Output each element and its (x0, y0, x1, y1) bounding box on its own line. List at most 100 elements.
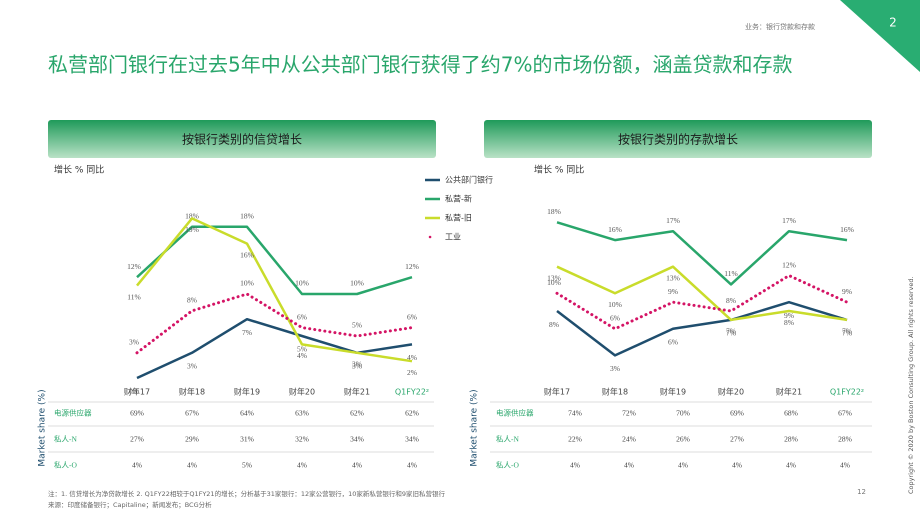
series-line (556, 300, 848, 357)
data-label: 4% (297, 351, 307, 360)
y-axis-label: 增长 % 同比 (54, 164, 104, 176)
table-cell: 4% (407, 461, 417, 470)
table-cell: 22% (568, 435, 582, 444)
table-row-label: 私人-N (54, 435, 77, 444)
x-tick-label: 财年19 (660, 387, 686, 397)
data-label: 7% (842, 327, 852, 336)
table-row-label: 私人-O (496, 461, 519, 470)
x-tick-label: 财年18 (179, 387, 205, 397)
legend-label: 公共部门银行 (445, 175, 493, 185)
table-cell: 4% (570, 461, 580, 470)
table-cell: 62% (405, 409, 419, 418)
data-label: 6% (668, 337, 678, 346)
series-line (136, 225, 413, 296)
table-cell: 24% (622, 435, 636, 444)
table-cell: 26% (676, 435, 690, 444)
table-cell: 27% (130, 435, 144, 444)
data-label: 10% (350, 279, 364, 288)
data-label: 8% (784, 318, 794, 327)
data-label: 7% (842, 329, 852, 338)
table-row-label: 私人-N (496, 435, 519, 444)
footnote: 来源：印度储备银行；Capitaline；新闻发布；BCG分析 (48, 500, 212, 509)
table-cell: 32% (295, 435, 309, 444)
table-cell: 34% (405, 435, 419, 444)
x-tick-label: 财年19 (234, 387, 260, 397)
series-line (136, 217, 413, 363)
table-row-label: 电源供应器 (54, 408, 92, 418)
data-label: 9% (842, 287, 852, 296)
table-cell: 4% (786, 461, 796, 470)
data-label: 10% (608, 300, 622, 309)
data-label: 5% (352, 321, 362, 330)
x-tick-label: 财年20 (289, 387, 315, 397)
slide-title: 私营部门银行在过去5年中从公共部门银行获得了约7%的市场份额，涵盖贷款和存款 (48, 53, 792, 77)
x-tick-label: 财年17 (544, 387, 570, 397)
data-label: 18% (240, 212, 254, 221)
data-label: 18% (185, 212, 199, 221)
legend-label: 工业 (445, 232, 461, 242)
data-label: 3% (187, 362, 197, 371)
copyright: Copyright © 2020 by Boston Consulting Gr… (907, 276, 915, 494)
data-label: 0% (129, 387, 139, 396)
data-label: 17% (666, 216, 680, 225)
data-label: 12% (127, 262, 141, 271)
series-line (555, 274, 849, 331)
data-label: 16% (240, 250, 254, 259)
table-row-label: 私人-O (54, 461, 77, 470)
table-cell: 27% (730, 435, 744, 444)
table-cell: 5% (242, 461, 252, 470)
data-label: 3% (352, 360, 362, 369)
data-label: 9% (668, 287, 678, 296)
data-label: 3% (129, 338, 139, 347)
series-line (136, 317, 413, 380)
x-tick-label: Q1FY22² (830, 388, 864, 397)
table-cell: 63% (295, 409, 309, 418)
table-side-label: Market share (%) (38, 389, 48, 466)
data-label: 17% (782, 216, 796, 225)
table-cell: 4% (297, 461, 307, 470)
data-label: 9% (784, 311, 794, 320)
panel-header (48, 120, 436, 158)
legend-label: 私营-旧 (445, 213, 472, 223)
panel-header (484, 120, 872, 158)
data-label: 4% (407, 353, 417, 362)
x-tick-label: 财年21 (776, 387, 802, 397)
chart-title: 按银行类别的信贷增长 (182, 132, 302, 147)
data-label: 13% (547, 273, 561, 282)
data-label: 12% (782, 260, 796, 269)
data-label: 12% (405, 262, 419, 271)
data-label: 13% (666, 273, 680, 282)
table-cell: 68% (784, 409, 798, 418)
data-label: 10% (240, 279, 254, 288)
table-cell: 4% (732, 461, 742, 470)
table-cell: 4% (678, 461, 688, 470)
table-cell: 4% (187, 461, 197, 470)
data-label: 7% (242, 328, 252, 337)
table-cell: 67% (185, 409, 199, 418)
table-cell: 29% (185, 435, 199, 444)
table-cell: 28% (784, 435, 798, 444)
data-label: 3% (610, 364, 620, 373)
data-label: 6% (407, 312, 417, 321)
table-cell: 74% (568, 409, 582, 418)
table-cell: 72% (622, 409, 636, 418)
table-side-label: Market share (%) (470, 389, 480, 466)
data-label: 6% (610, 313, 620, 322)
x-tick-label: 财年17 (124, 387, 150, 397)
data-label: 8% (726, 296, 736, 305)
data-label: 16% (840, 225, 854, 234)
corner-badge (840, 0, 920, 72)
section-label: 业务：银行贷款和存款 (745, 22, 815, 31)
page-number: 12 (857, 488, 866, 496)
data-label: 16% (608, 225, 622, 234)
table-row-label: 电源供应器 (496, 408, 534, 418)
data-label: 3% (352, 362, 362, 371)
data-label: 2% (407, 368, 417, 377)
legend-label: 私营-新 (445, 194, 472, 204)
x-tick-label: 财年18 (602, 387, 628, 397)
footnote: 注：1. 信贷增长为净贷款增长 2. Q1FY22相较于Q1FY21的增长；分析… (48, 489, 446, 498)
table-cell: 62% (350, 409, 364, 418)
series-line (556, 221, 848, 286)
x-tick-label: 财年21 (344, 387, 370, 397)
series-line (556, 265, 848, 322)
